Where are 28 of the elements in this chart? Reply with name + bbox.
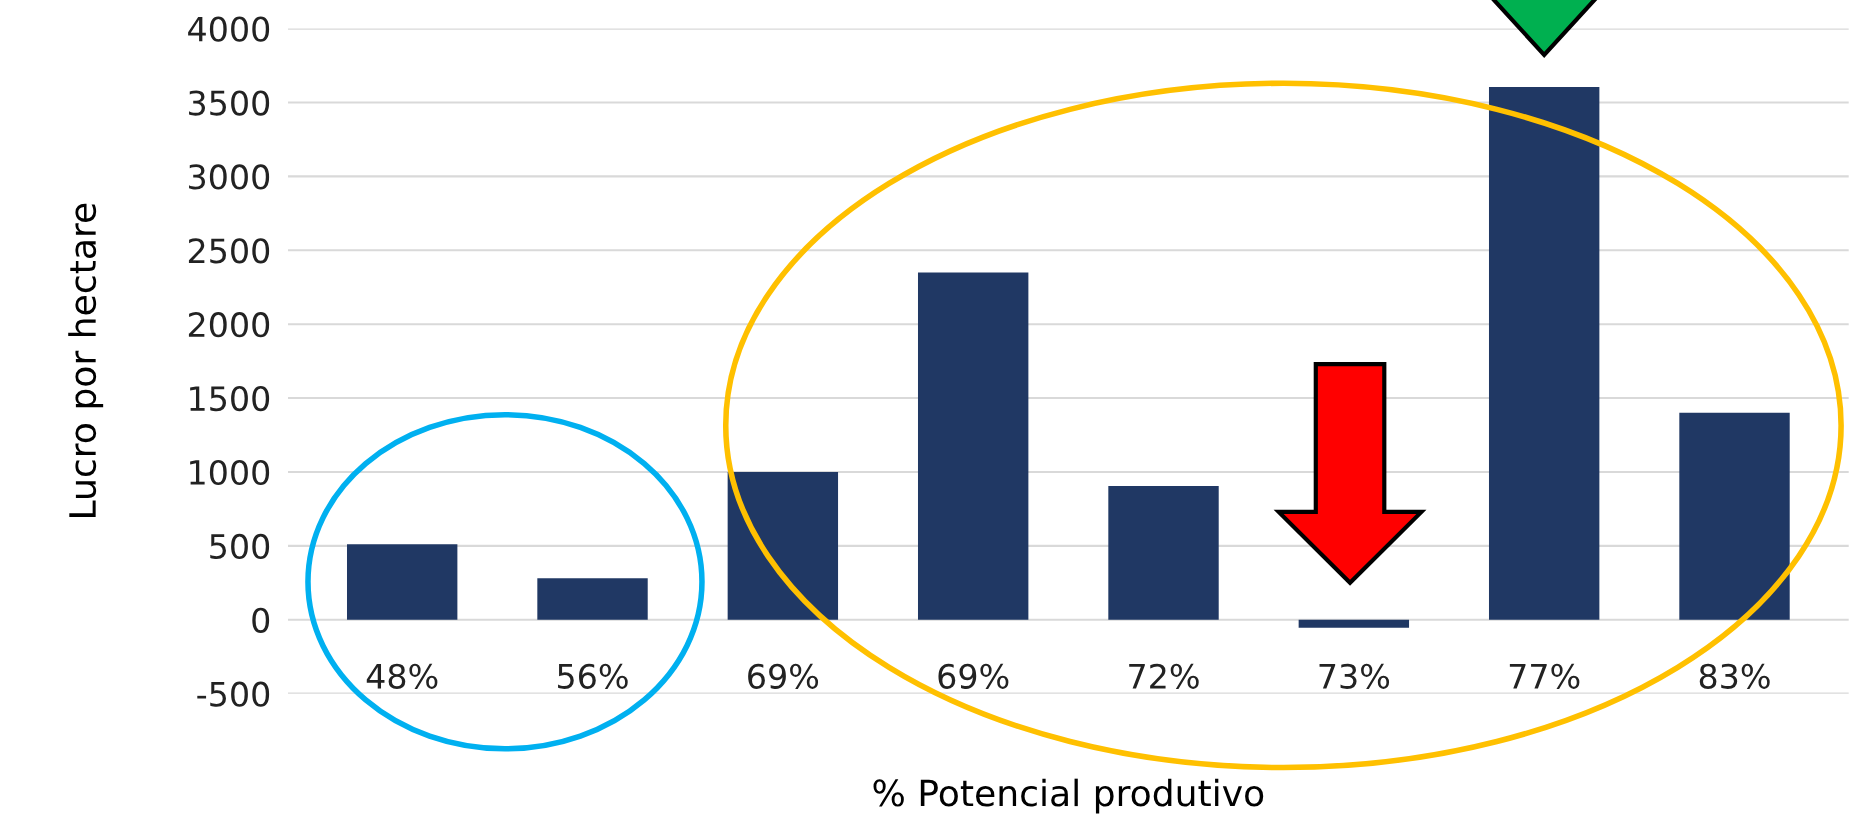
bar	[1679, 412, 1790, 620]
bar	[1108, 485, 1219, 620]
y-tick-label: 3500	[189, 90, 270, 116]
y-tick-label: 4000	[188, 16, 270, 42]
x-tick-label: 48%	[366, 663, 438, 689]
y-tick-label: 3000	[189, 164, 270, 190]
y-tick-label: 0	[252, 607, 270, 633]
y-tick-label: 1000	[190, 459, 270, 486]
bar	[727, 471, 839, 620]
y-axis-title: Lucro por hectare	[68, 203, 104, 517]
x-tick-label: 69%	[938, 663, 1009, 689]
bar	[1488, 86, 1600, 620]
x-tick-label: 72%	[1129, 663, 1199, 689]
y-tick-label: 500	[210, 533, 270, 559]
x-tick-label: 77%	[1509, 663, 1580, 689]
x-tick-label: 83%	[1699, 663, 1770, 689]
x-axis-title: % Potencial produtivo	[873, 778, 1264, 814]
y-tick-label: 2000	[188, 312, 270, 338]
y-tick-label: 2500	[188, 238, 270, 264]
x-tick-label: 73%	[1319, 663, 1390, 689]
y-tick-label: 1500	[190, 385, 270, 412]
x-tick-label: 69%	[748, 663, 819, 689]
x-tick-label: 56%	[558, 663, 628, 689]
bar	[346, 544, 458, 620]
bar	[1298, 619, 1410, 628]
bar	[917, 272, 1029, 620]
y-tick-label: -500	[197, 681, 270, 707]
bar	[537, 578, 648, 620]
